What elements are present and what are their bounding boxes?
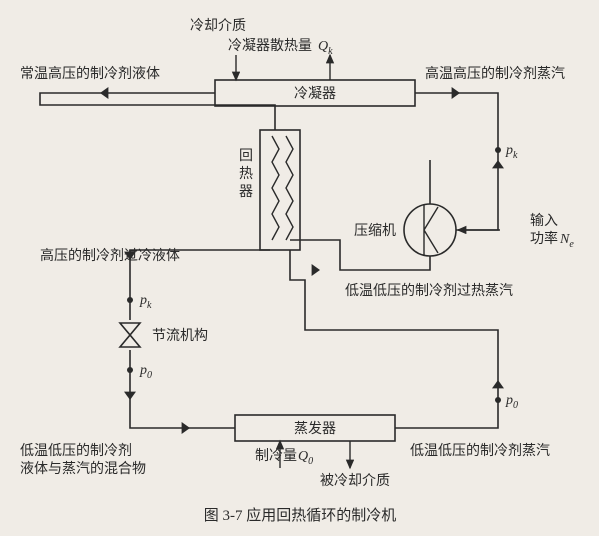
- evaporator: 蒸发器: [235, 415, 395, 441]
- input-power-label-1: 输入: [530, 213, 558, 229]
- p0-right: p0: [505, 393, 518, 411]
- condenser-heat-label: 冷凝器散热量: [228, 38, 312, 54]
- compressor: 压缩机: [354, 204, 456, 256]
- regenerator: 回热器: [239, 130, 300, 250]
- p0-left: p0: [139, 363, 152, 381]
- refrig-cap-label: 制冷量: [255, 448, 297, 464]
- regenerator-label: 回热器: [239, 148, 253, 200]
- throttle-label: 节流机构: [152, 328, 208, 344]
- cooled-medium-label: 被冷却介质: [320, 473, 390, 489]
- evaporator-label: 蒸发器: [294, 421, 336, 437]
- hp-vapor-label: 高温高压的制冷剂蒸汽: [425, 65, 565, 82]
- throttle-valve: 节流机构: [120, 323, 208, 347]
- refrig-cap-symbol: Q0: [298, 449, 313, 467]
- lp-mix-label-1: 低温低压的制冷剂: [20, 443, 132, 459]
- superheat-low-label: 低温低压的制冷剂过热蒸汽: [345, 283, 513, 299]
- condenser-label: 冷凝器: [294, 86, 336, 102]
- input-power-symbol: Ne: [559, 232, 574, 250]
- input-power-label-2: 功率: [530, 230, 558, 247]
- lp-vapor-label: 低温低压的制冷剂蒸汽: [410, 443, 550, 459]
- condenser: 冷凝器: [215, 80, 415, 106]
- refrigeration-cycle-diagram: 冷凝器 蒸发器 回热器 压缩机 节流机构 冷却介质冷凝器散热量 Qk 常温高压的制冷…: [0, 0, 599, 536]
- figure-caption: 图 3-7 应用回热循环的制冷机: [204, 506, 397, 524]
- pk-top: pk: [505, 143, 518, 161]
- cooling-medium-label: 冷却介质: [190, 18, 246, 34]
- lp-mix-label-2: 液体与蒸汽的混合物: [20, 461, 146, 477]
- hp-liquid-label: 常温高压的制冷剂液体: [20, 65, 160, 82]
- pressure-points: [127, 147, 501, 403]
- compressor-label: 压缩机: [354, 223, 396, 239]
- condenser-heat-symbol: Qk: [318, 39, 333, 57]
- pk-left: pk: [139, 293, 152, 311]
- subcooled-label: 高压的制冷剂过冷液体: [40, 247, 180, 264]
